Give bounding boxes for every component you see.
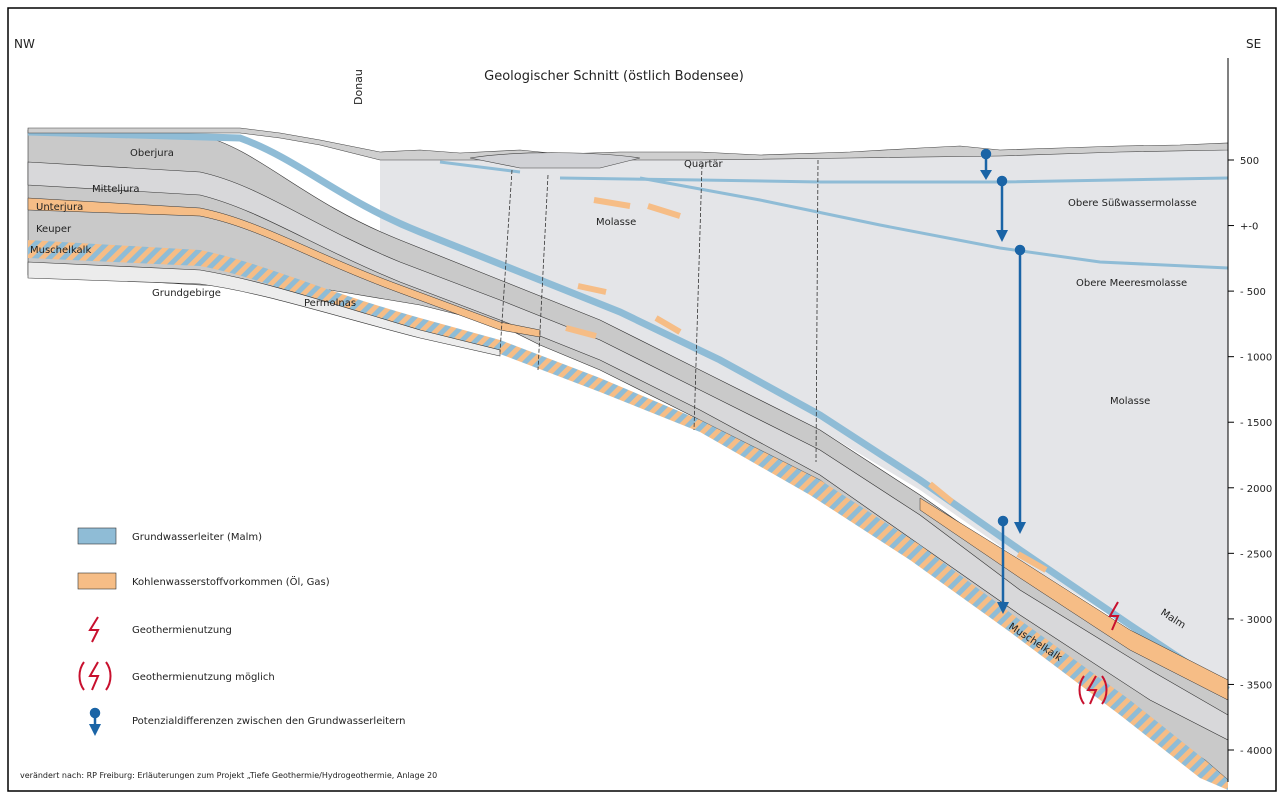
label-molasse-upper: Molasse [596, 217, 636, 228]
depth-tick-marks [1228, 159, 1234, 751]
label-mitteljura: Mitteljura [92, 184, 140, 195]
depth-label: - 3500 [1240, 680, 1272, 691]
label-omm: Obere Meeresmolasse [1076, 278, 1187, 289]
molasse-basin [380, 148, 1228, 690]
depth-label: - 500 [1240, 287, 1266, 298]
label-unterjura: Unterjura [36, 202, 83, 213]
depth-labels: 500 +-0 - 500 - 1000 - 1500 - 2000 - 2500 - 300… [1240, 156, 1272, 757]
aquifer-malm [27, 128, 1230, 693]
legend-label-aquifer: Grundwasserleiter (Malm) [132, 532, 262, 543]
aquifer-omm [639, 176, 1229, 270]
orientation-right: SE [1246, 37, 1261, 51]
label-molasse-right: Molasse [1110, 396, 1150, 407]
label-keuper: Keuper [36, 224, 72, 235]
arrow-down-icon [89, 707, 101, 736]
depth-label: - 2000 [1240, 484, 1272, 495]
depth-label: - 3000 [1240, 615, 1272, 626]
depth-label: - 4000 [1240, 746, 1272, 757]
section-title: Geologischer Schnitt (östlich Bodensee) [484, 69, 744, 84]
depth-label: 500 [1240, 156, 1259, 167]
label-muschelkalk: Muschelkalk [30, 245, 91, 256]
legend-label-potential: Potenzialdifferenzen zwischen den Grundw… [132, 716, 405, 727]
legend-swatch-hydrocarbon [77, 572, 117, 590]
label-oberjura: Oberjura [130, 148, 174, 159]
legend-swatch-aquifer [77, 527, 117, 545]
place-label-donau: Donau [352, 69, 365, 105]
depth-label: - 2500 [1240, 549, 1272, 560]
lightning-icon [88, 616, 100, 643]
legend-label-geothermal: Geothermienutzung [132, 625, 232, 636]
source-note: verändert nach: RP Freiburg: Erläuterung… [20, 771, 437, 780]
legend: Grundwasserleiter (Malm) Kohlenwassersto… [77, 527, 405, 736]
geothermal-symbols [1078, 601, 1120, 705]
potential-arrows [980, 148, 1026, 614]
label-osm: Obere Süßwassermolasse [1068, 198, 1197, 209]
grundgebirge-band [27, 261, 501, 357]
depth-label: - 1500 [1240, 418, 1272, 429]
depth-label: - 1000 [1240, 353, 1272, 364]
legend-label-geothermal-possible: Geothermienutzung möglich [132, 672, 275, 683]
surface-topography [27, 127, 1229, 161]
jura-layers [27, 129, 1229, 781]
quartaer-lens [469, 152, 641, 169]
lightning-bracketed-icon [78, 661, 112, 691]
depth-label: +-0 [1240, 222, 1258, 233]
hydrocarbon-dashes [565, 197, 1048, 573]
label-quartaer: Quartär [684, 159, 723, 170]
geothermal-section-lightning-icon [1108, 601, 1120, 631]
orientation-left: NW [14, 37, 35, 51]
legend-label-hydrocarbon: Kohlenwasserstoffvorkommen (Öl, Gas) [132, 575, 330, 588]
label-permolnas: Permolnas [304, 298, 356, 309]
label-grundgebirge: Grundgebirge [152, 288, 221, 299]
faults [499, 159, 819, 463]
geothermal-possible-section-icon [1078, 675, 1108, 705]
